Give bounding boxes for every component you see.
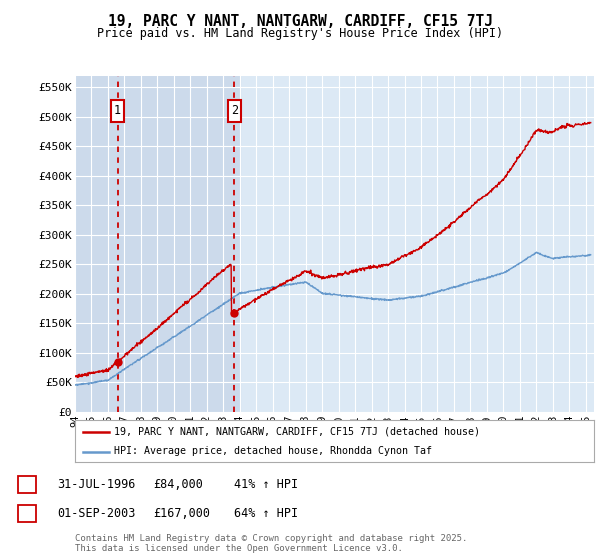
Text: 19, PARC Y NANT, NANTGARW, CARDIFF, CF15 7TJ: 19, PARC Y NANT, NANTGARW, CARDIFF, CF15… — [107, 14, 493, 29]
Text: 1: 1 — [114, 105, 121, 118]
FancyBboxPatch shape — [112, 100, 124, 122]
Text: £84,000: £84,000 — [153, 478, 203, 491]
Text: Contains HM Land Registry data © Crown copyright and database right 2025.
This d: Contains HM Land Registry data © Crown c… — [75, 534, 467, 553]
Bar — [75, 76, 240, 412]
Bar — [75, 76, 240, 412]
Text: 19, PARC Y NANT, NANTGARW, CARDIFF, CF15 7TJ (detached house): 19, PARC Y NANT, NANTGARW, CARDIFF, CF15… — [114, 427, 480, 437]
Text: 1: 1 — [23, 478, 31, 491]
Text: 64% ↑ HPI: 64% ↑ HPI — [234, 507, 298, 520]
Text: Price paid vs. HM Land Registry's House Price Index (HPI): Price paid vs. HM Land Registry's House … — [97, 27, 503, 40]
Text: 01-SEP-2003: 01-SEP-2003 — [57, 507, 136, 520]
Text: £167,000: £167,000 — [153, 507, 210, 520]
FancyBboxPatch shape — [228, 100, 241, 122]
Text: 2: 2 — [23, 507, 31, 520]
Text: 2: 2 — [231, 105, 238, 118]
Text: HPI: Average price, detached house, Rhondda Cynon Taf: HPI: Average price, detached house, Rhon… — [114, 446, 432, 456]
Text: 41% ↑ HPI: 41% ↑ HPI — [234, 478, 298, 491]
Text: 31-JUL-1996: 31-JUL-1996 — [57, 478, 136, 491]
